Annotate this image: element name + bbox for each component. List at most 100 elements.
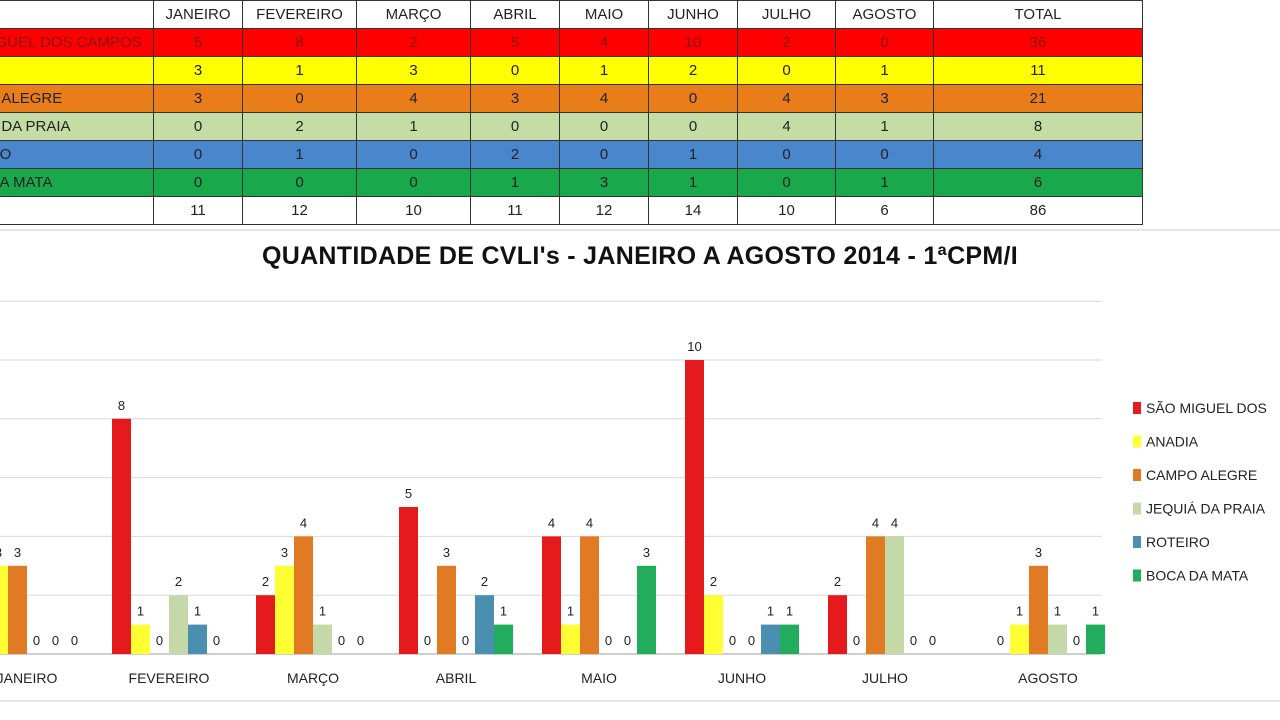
- bar: [8, 565, 27, 654]
- table-value-cell: 1: [242, 140, 357, 169]
- category-label: JUNHO: [718, 670, 766, 686]
- data-label: 0: [853, 633, 860, 648]
- table-header-cell: FEVEREIRO: [242, 0, 357, 29]
- table-value-cell: 0: [737, 168, 836, 197]
- bar: [475, 595, 494, 654]
- data-label: 3: [0, 545, 2, 560]
- table-header-cell: AGOSTO: [835, 0, 934, 29]
- data-label: 0: [910, 633, 917, 648]
- data-label: 8: [118, 398, 125, 413]
- data-label: 1: [767, 604, 774, 619]
- bar: [313, 624, 332, 654]
- table-total-cell: 11: [933, 56, 1143, 85]
- legend-entry: SÃO MIGUEL DOS: [1146, 400, 1267, 416]
- table-value-cell: 0: [153, 112, 243, 141]
- table-value-cell: 1: [470, 168, 560, 197]
- category-label: AGOSTO: [1018, 670, 1078, 686]
- data-label: 4: [891, 515, 898, 530]
- data-label: 10: [687, 339, 701, 354]
- table-value-cell: 3: [356, 56, 471, 85]
- data-label: 2: [710, 574, 717, 589]
- data-label: 0: [748, 633, 755, 648]
- data-label: 0: [462, 633, 469, 648]
- bar: [1086, 624, 1105, 654]
- table-total-cell: 6: [933, 168, 1143, 197]
- table-value-cell: 2: [648, 56, 738, 85]
- bar: [0, 565, 8, 654]
- data-label: 1: [786, 604, 793, 619]
- data-label: 0: [424, 633, 431, 648]
- table-total-label: TOTAL: [0, 196, 154, 225]
- table-total-cell: 8: [933, 112, 1143, 141]
- data-label: 0: [357, 633, 364, 648]
- data-label: 5: [405, 486, 412, 501]
- data-label: 1: [1054, 604, 1061, 619]
- bar: [1010, 624, 1029, 654]
- data-label: 0: [624, 633, 631, 648]
- data-label: 2: [834, 574, 841, 589]
- bar: [294, 536, 313, 654]
- bar: [188, 624, 207, 654]
- table-value-cell: 1: [559, 56, 649, 85]
- table-value-cell: 0: [242, 168, 357, 197]
- table-total-cell: 21: [933, 84, 1143, 113]
- table-row: ANADIA3130120111: [0, 56, 1143, 85]
- table-header-cell: JANEIRO: [153, 0, 243, 29]
- table-total-value: 12: [242, 196, 357, 225]
- legend-entry: CAMPO ALEGRE: [1146, 467, 1257, 483]
- bar: [780, 624, 799, 654]
- table-value-cell: 3: [153, 84, 243, 113]
- table-value-cell: 2: [470, 140, 560, 169]
- table-value-cell: 0: [737, 56, 836, 85]
- data-label: 0: [71, 633, 78, 648]
- table-value-cell: 0: [356, 168, 471, 197]
- table-value-cell: 1: [242, 56, 357, 85]
- data-label: 0: [213, 633, 220, 648]
- table-header-cell: TOTAL: [933, 0, 1143, 29]
- table-value-cell: 4: [737, 112, 836, 141]
- data-label: 3: [281, 545, 288, 560]
- table-value-cell: 0: [470, 112, 560, 141]
- data-label: 4: [300, 515, 307, 530]
- bar: [866, 536, 885, 654]
- bar: [275, 565, 294, 654]
- bar: [1048, 624, 1067, 654]
- data-label: 0: [338, 633, 345, 648]
- data-label: 0: [1073, 633, 1080, 648]
- bar: [685, 360, 704, 654]
- data-label: 4: [872, 515, 879, 530]
- legend-entry: ROTEIRO: [1146, 534, 1210, 550]
- data-label: 4: [548, 515, 555, 530]
- table-header-row: CIDADEJANEIROFEVEREIROMARÇOABRILMAIOJUNH…: [0, 0, 1143, 29]
- table-total-value: 10: [737, 196, 836, 225]
- table-total-value: 11: [153, 196, 243, 225]
- data-table: CIDADEJANEIROFEVEREIROMARÇOABRILMAIOJUNH…: [0, 0, 1143, 225]
- legend-entry: ANADIA: [1146, 434, 1199, 450]
- bar: [399, 507, 418, 654]
- bar: [256, 595, 275, 654]
- data-table-container: CIDADEJANEIROFEVEREIROMARÇOABRILMAIOJUNH…: [0, 0, 1143, 225]
- data-label: 0: [52, 633, 59, 648]
- data-label: 1: [500, 604, 507, 619]
- bar: [542, 536, 561, 654]
- bar: [761, 624, 780, 654]
- data-label: 1: [319, 604, 326, 619]
- table-value-cell: 1: [835, 56, 934, 85]
- data-label: 0: [729, 633, 736, 648]
- table-value-cell: 0: [470, 56, 560, 85]
- table-value-cell: 0: [356, 140, 471, 169]
- bar: [131, 624, 150, 654]
- bar: [437, 565, 456, 654]
- bar: [704, 595, 723, 654]
- table-value-cell: 0: [559, 112, 649, 141]
- bar: [169, 595, 188, 654]
- bar: [561, 624, 580, 654]
- chart-title: QUANTIDADE DE CVLI's - JANEIRO A AGOSTO …: [261, 242, 1019, 270]
- table-city-cell: CAMPO ALEGRE: [0, 84, 154, 113]
- data-label: 1: [194, 604, 201, 619]
- data-label: 1: [567, 604, 574, 619]
- table-value-cell: 0: [835, 28, 934, 57]
